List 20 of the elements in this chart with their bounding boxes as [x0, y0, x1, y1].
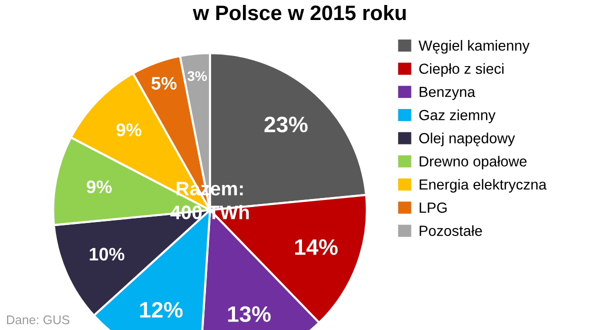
legend-label: Drewno opałowe: [420, 156, 527, 170]
legend-label: Gaz ziemny: [419, 110, 496, 124]
legend-label: Olej napędowy: [419, 132, 515, 146]
data-label: 9%: [116, 123, 142, 136]
legend-label: Węgiel kamienny: [418, 40, 530, 54]
data-label: 10%: [90, 248, 124, 261]
data-label: 3%: [187, 71, 207, 82]
data-label: 9%: [86, 180, 112, 194]
data-label: 12%: [140, 302, 183, 318]
data-label: 23%: [264, 116, 308, 132]
legend-label: Energia elektryczna: [420, 178, 547, 193]
legend-label: Ciepło z sieci: [419, 63, 504, 77]
legend-label: Pozostałe: [420, 225, 482, 236]
data-label: 13%: [228, 306, 271, 322]
legend-label: Benzyna: [420, 86, 476, 100]
data-label: 5%: [151, 76, 177, 90]
legend-label: LPG: [420, 202, 447, 213]
text: Dane: GUS: [7, 315, 70, 324]
chart-title: w Polsce w 2015 roku: [192, 4, 406, 20]
data-label: 14%: [295, 239, 338, 255]
